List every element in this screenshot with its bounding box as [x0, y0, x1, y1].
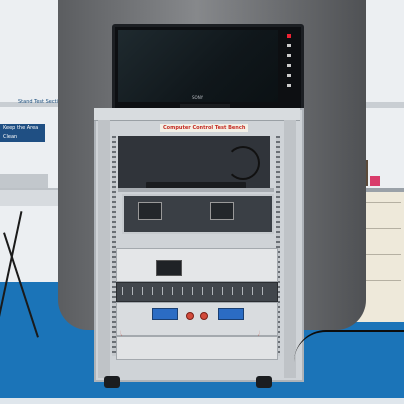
motor-right — [210, 202, 234, 220]
rack-side-right — [284, 120, 296, 378]
power-display-right — [218, 308, 244, 320]
bottom-panel — [116, 336, 278, 360]
panel-meter — [156, 260, 182, 276]
monitor-stand — [180, 104, 230, 108]
terminal-connectors — [122, 287, 270, 295]
cable-loop — [226, 146, 260, 180]
knob — [200, 312, 208, 320]
floor-edge — [0, 398, 404, 404]
motor-left — [138, 202, 162, 220]
floor-cable — [294, 330, 404, 362]
right-shelf — [360, 102, 404, 108]
power-display-left — [152, 308, 178, 320]
caster-left — [104, 376, 120, 388]
left-desk — [0, 188, 62, 206]
area-clean-sign: Keep the Area Clean — [0, 124, 45, 142]
rack-rail — [112, 136, 116, 356]
rack-top — [94, 108, 300, 121]
left-shelf — [0, 102, 62, 107]
shelf-sign: Stand Test Section — [18, 99, 65, 105]
rack-label: Computer Control Test Bench — [160, 124, 249, 132]
caster-right — [256, 376, 272, 388]
monitor-screen — [118, 30, 278, 102]
network-unit — [146, 182, 246, 190]
monitor-buttons — [284, 30, 294, 102]
rack-side-left — [98, 120, 110, 378]
monitor-brand: SONY — [192, 95, 204, 100]
knob — [186, 312, 194, 320]
left-equipment — [0, 174, 48, 188]
rack-shelf — [118, 188, 274, 192]
right-box — [370, 176, 380, 186]
meter-panel — [116, 248, 278, 282]
rack-rail — [276, 136, 280, 356]
